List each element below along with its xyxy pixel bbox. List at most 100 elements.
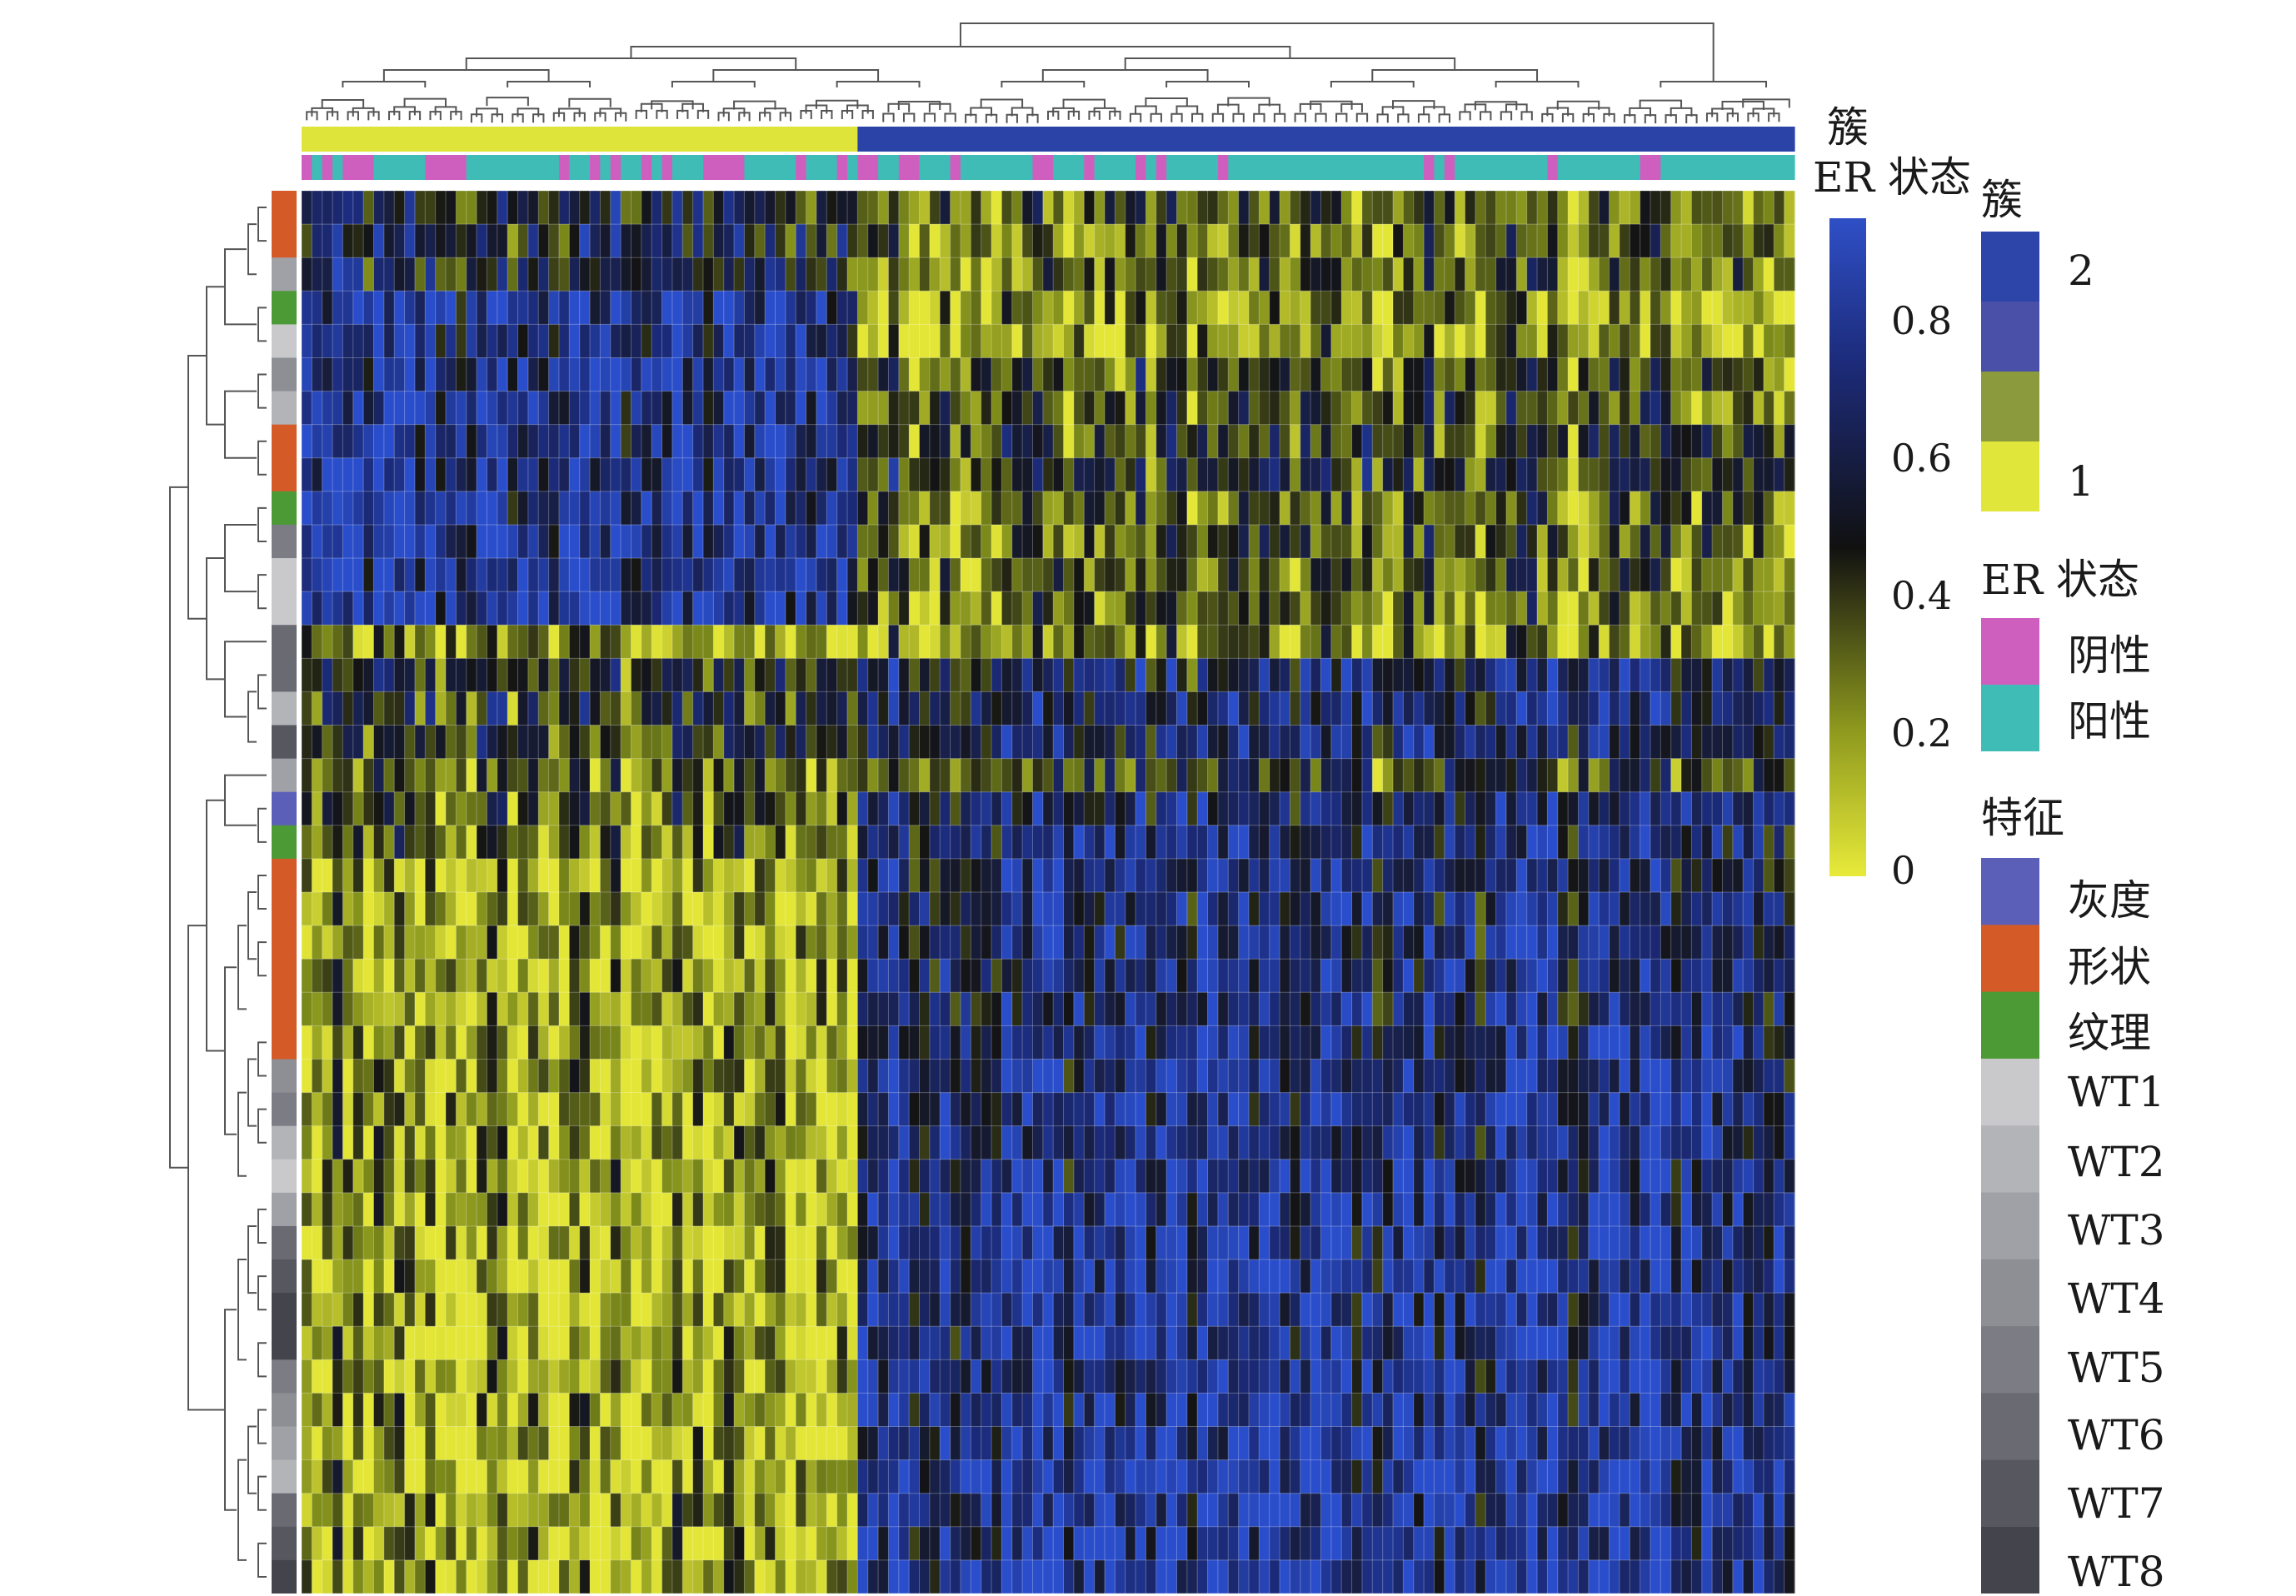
er-track-cell xyxy=(1763,155,1774,180)
heatmap-cell xyxy=(517,825,529,860)
cluster-track-cell xyxy=(971,127,982,152)
heatmap-cell xyxy=(1495,1059,1507,1094)
heatmap-cell xyxy=(981,892,992,926)
er-track-cell xyxy=(600,155,611,180)
heatmap-cell xyxy=(765,825,776,860)
heatmap-cell xyxy=(806,1125,817,1160)
heatmap-cell xyxy=(775,424,786,459)
heatmap-cell xyxy=(1588,257,1600,292)
heatmap-cell xyxy=(1042,324,1054,359)
heatmap-cell xyxy=(713,959,725,993)
heatmap-cell xyxy=(909,457,921,492)
heatmap-cell xyxy=(1341,858,1353,893)
heatmap-cell xyxy=(1361,457,1373,492)
heatmap-cell xyxy=(1660,1159,1672,1194)
heatmap-cell xyxy=(1722,324,1734,359)
heatmap-cell xyxy=(332,491,344,526)
dendrogram-branch xyxy=(257,1041,267,1077)
row-feature-cell xyxy=(272,591,297,626)
heatmap-cell xyxy=(394,291,406,325)
heatmap-cell xyxy=(1485,959,1497,993)
heatmap-cell xyxy=(671,892,683,926)
heatmap-cell xyxy=(342,491,354,526)
heatmap-cell xyxy=(332,625,344,659)
heatmap-cell xyxy=(682,491,694,526)
heatmap-cell xyxy=(713,591,725,626)
heatmap-cell xyxy=(1228,391,1240,426)
heatmap-cell xyxy=(1763,257,1774,292)
heatmap-cell xyxy=(744,658,756,693)
heatmap-cell xyxy=(1609,558,1620,592)
heatmap-cell xyxy=(631,357,642,392)
heatmap-cell xyxy=(517,391,529,426)
heatmap-cell xyxy=(1701,1159,1713,1194)
heatmap-cell xyxy=(1557,224,1569,258)
heatmap-cell xyxy=(1505,224,1517,258)
heatmap-cell xyxy=(1691,224,1703,258)
heatmap-cell xyxy=(940,291,951,325)
heatmap-cell xyxy=(1259,858,1270,893)
er-track-cell xyxy=(1166,155,1178,180)
heatmap-cell xyxy=(1238,457,1250,492)
heatmap-cell xyxy=(538,1092,550,1127)
heatmap-cell xyxy=(991,524,1002,559)
heatmap-cell xyxy=(744,424,756,459)
heatmap-cell xyxy=(1650,524,1661,559)
heatmap-cell xyxy=(1568,224,1580,258)
heatmap-cell xyxy=(1660,725,1672,760)
heatmap-cell xyxy=(898,191,910,225)
heatmap-cell xyxy=(723,357,735,392)
heatmap-cell xyxy=(1526,625,1538,659)
heatmap-cell xyxy=(527,558,539,592)
dendrogram-branch xyxy=(815,99,859,109)
heatmap-cell xyxy=(1547,324,1559,359)
heatmap-cell xyxy=(765,1192,776,1227)
heatmap-cell xyxy=(352,391,364,426)
heatmap-cell xyxy=(661,691,673,726)
heatmap-cell xyxy=(1372,1125,1384,1160)
dendrogram-branch xyxy=(257,1475,267,1511)
heatmap-cell xyxy=(1712,959,1724,993)
heatmap-cell xyxy=(734,224,746,258)
heatmap-cell xyxy=(1640,324,1651,359)
heatmap-cell xyxy=(1701,191,1713,225)
heatmap-cell xyxy=(332,391,344,426)
heatmap-cell xyxy=(1166,1159,1178,1194)
heatmap-cell xyxy=(671,324,683,359)
heatmap-cell xyxy=(610,791,621,826)
heatmap-cell xyxy=(1269,992,1280,1026)
heatmap-cell xyxy=(867,791,879,826)
heatmap-cell xyxy=(1259,1125,1270,1160)
heatmap-cell xyxy=(1526,291,1538,325)
heatmap-cell xyxy=(1300,892,1311,926)
cluster-track-cell xyxy=(302,127,312,152)
heatmap-cell xyxy=(1361,1125,1373,1160)
dendrogram-branch xyxy=(1355,112,1369,122)
cluster-track-cell xyxy=(744,127,756,152)
heatmap-cell xyxy=(1393,1025,1404,1060)
heatmap-cell xyxy=(857,191,869,225)
heatmap-cell xyxy=(816,191,827,225)
heatmap-cell xyxy=(1444,858,1455,893)
heatmap-cell xyxy=(569,992,581,1026)
heatmap-cell xyxy=(1094,591,1106,626)
heatmap-cell xyxy=(383,591,395,626)
heatmap-cell xyxy=(1568,1159,1580,1194)
heatmap-cell xyxy=(1578,758,1590,793)
heatmap-cell xyxy=(332,959,344,993)
cluster-track-cell xyxy=(1455,127,1466,152)
heatmap-cell xyxy=(322,691,333,726)
heatmap-cell xyxy=(713,524,725,559)
heatmap-cell xyxy=(383,725,395,760)
heatmap-cell xyxy=(1681,491,1693,526)
heatmap-cell xyxy=(1403,391,1415,426)
heatmap-cell xyxy=(867,892,879,926)
heatmap-cell xyxy=(373,925,385,960)
heatmap-cell xyxy=(826,191,838,225)
heatmap-cell xyxy=(1444,457,1455,492)
heatmap-cell xyxy=(991,625,1002,659)
heatmap-cell xyxy=(487,391,498,426)
heatmap-cell xyxy=(1774,1059,1785,1094)
heatmap-cell xyxy=(414,224,426,258)
heatmap-cell xyxy=(1361,658,1373,693)
